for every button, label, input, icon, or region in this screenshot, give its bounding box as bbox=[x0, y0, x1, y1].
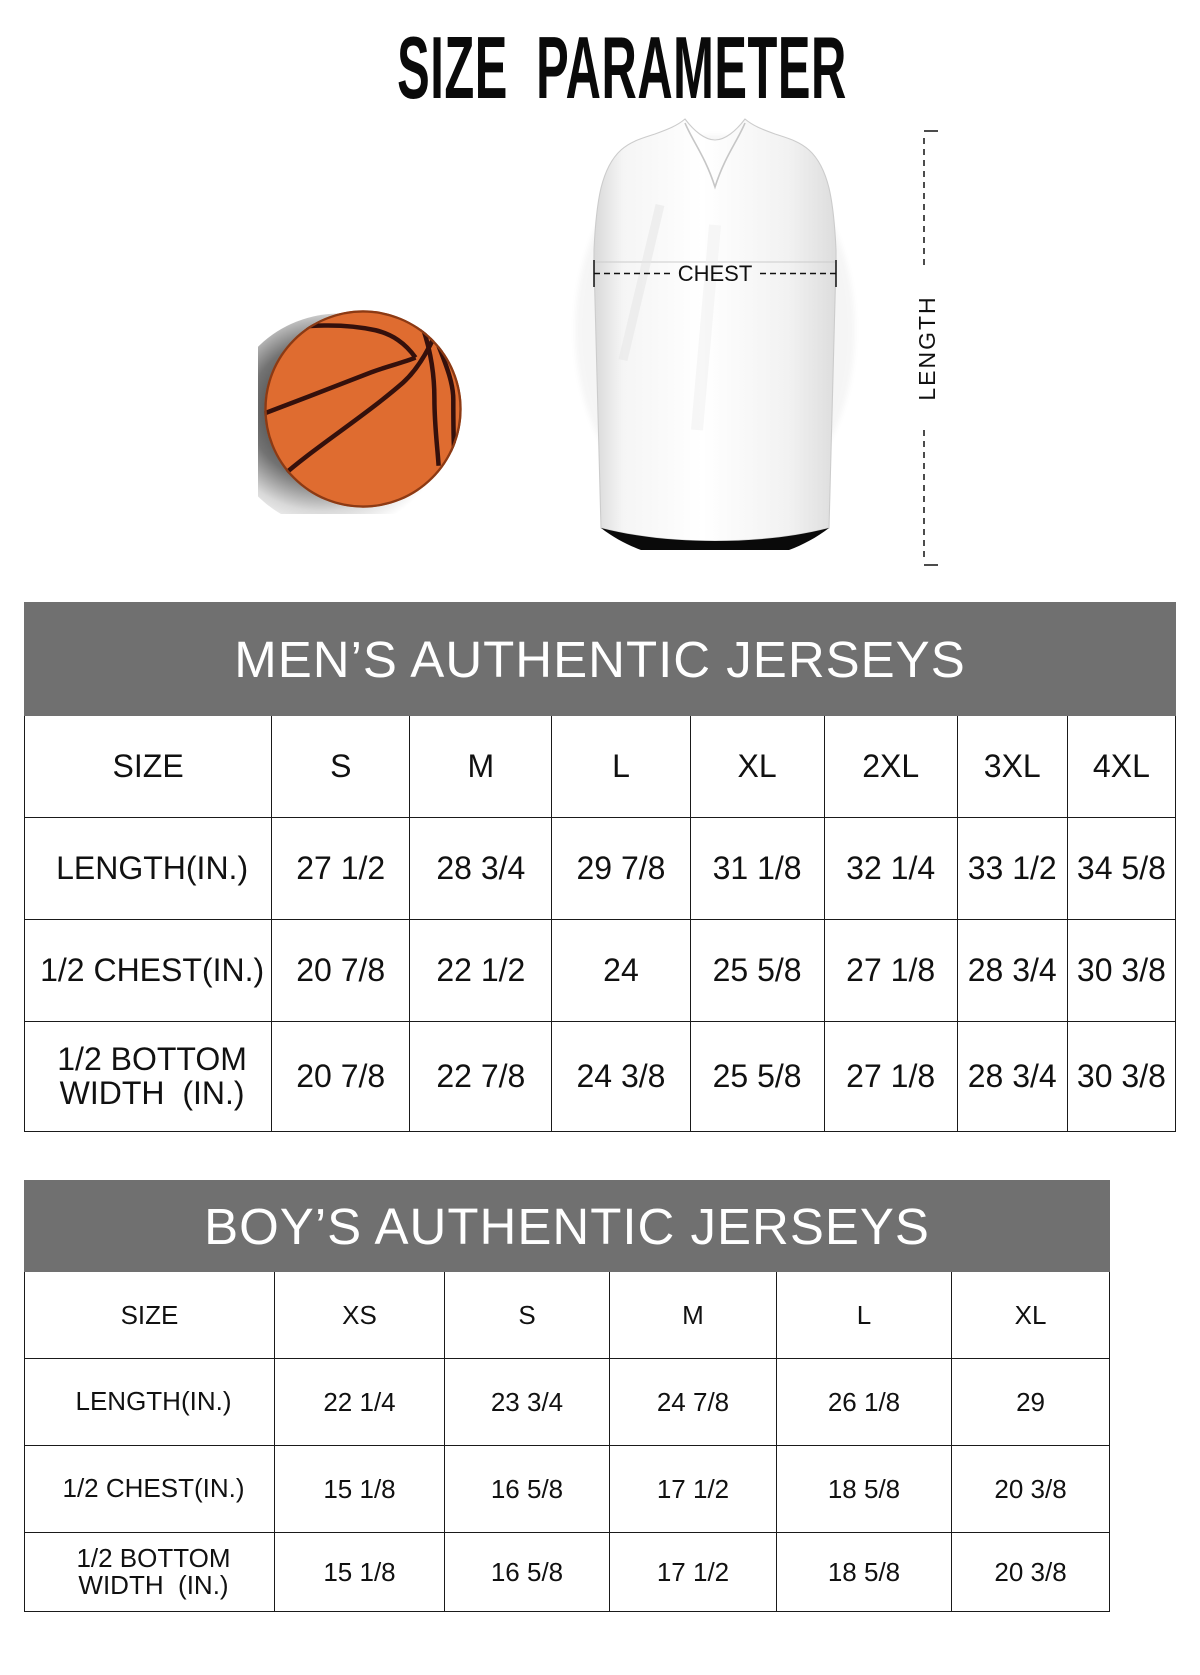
svg-text:CHEST: CHEST bbox=[678, 261, 753, 286]
svg-text:LENGTH: LENGTH bbox=[915, 295, 940, 400]
